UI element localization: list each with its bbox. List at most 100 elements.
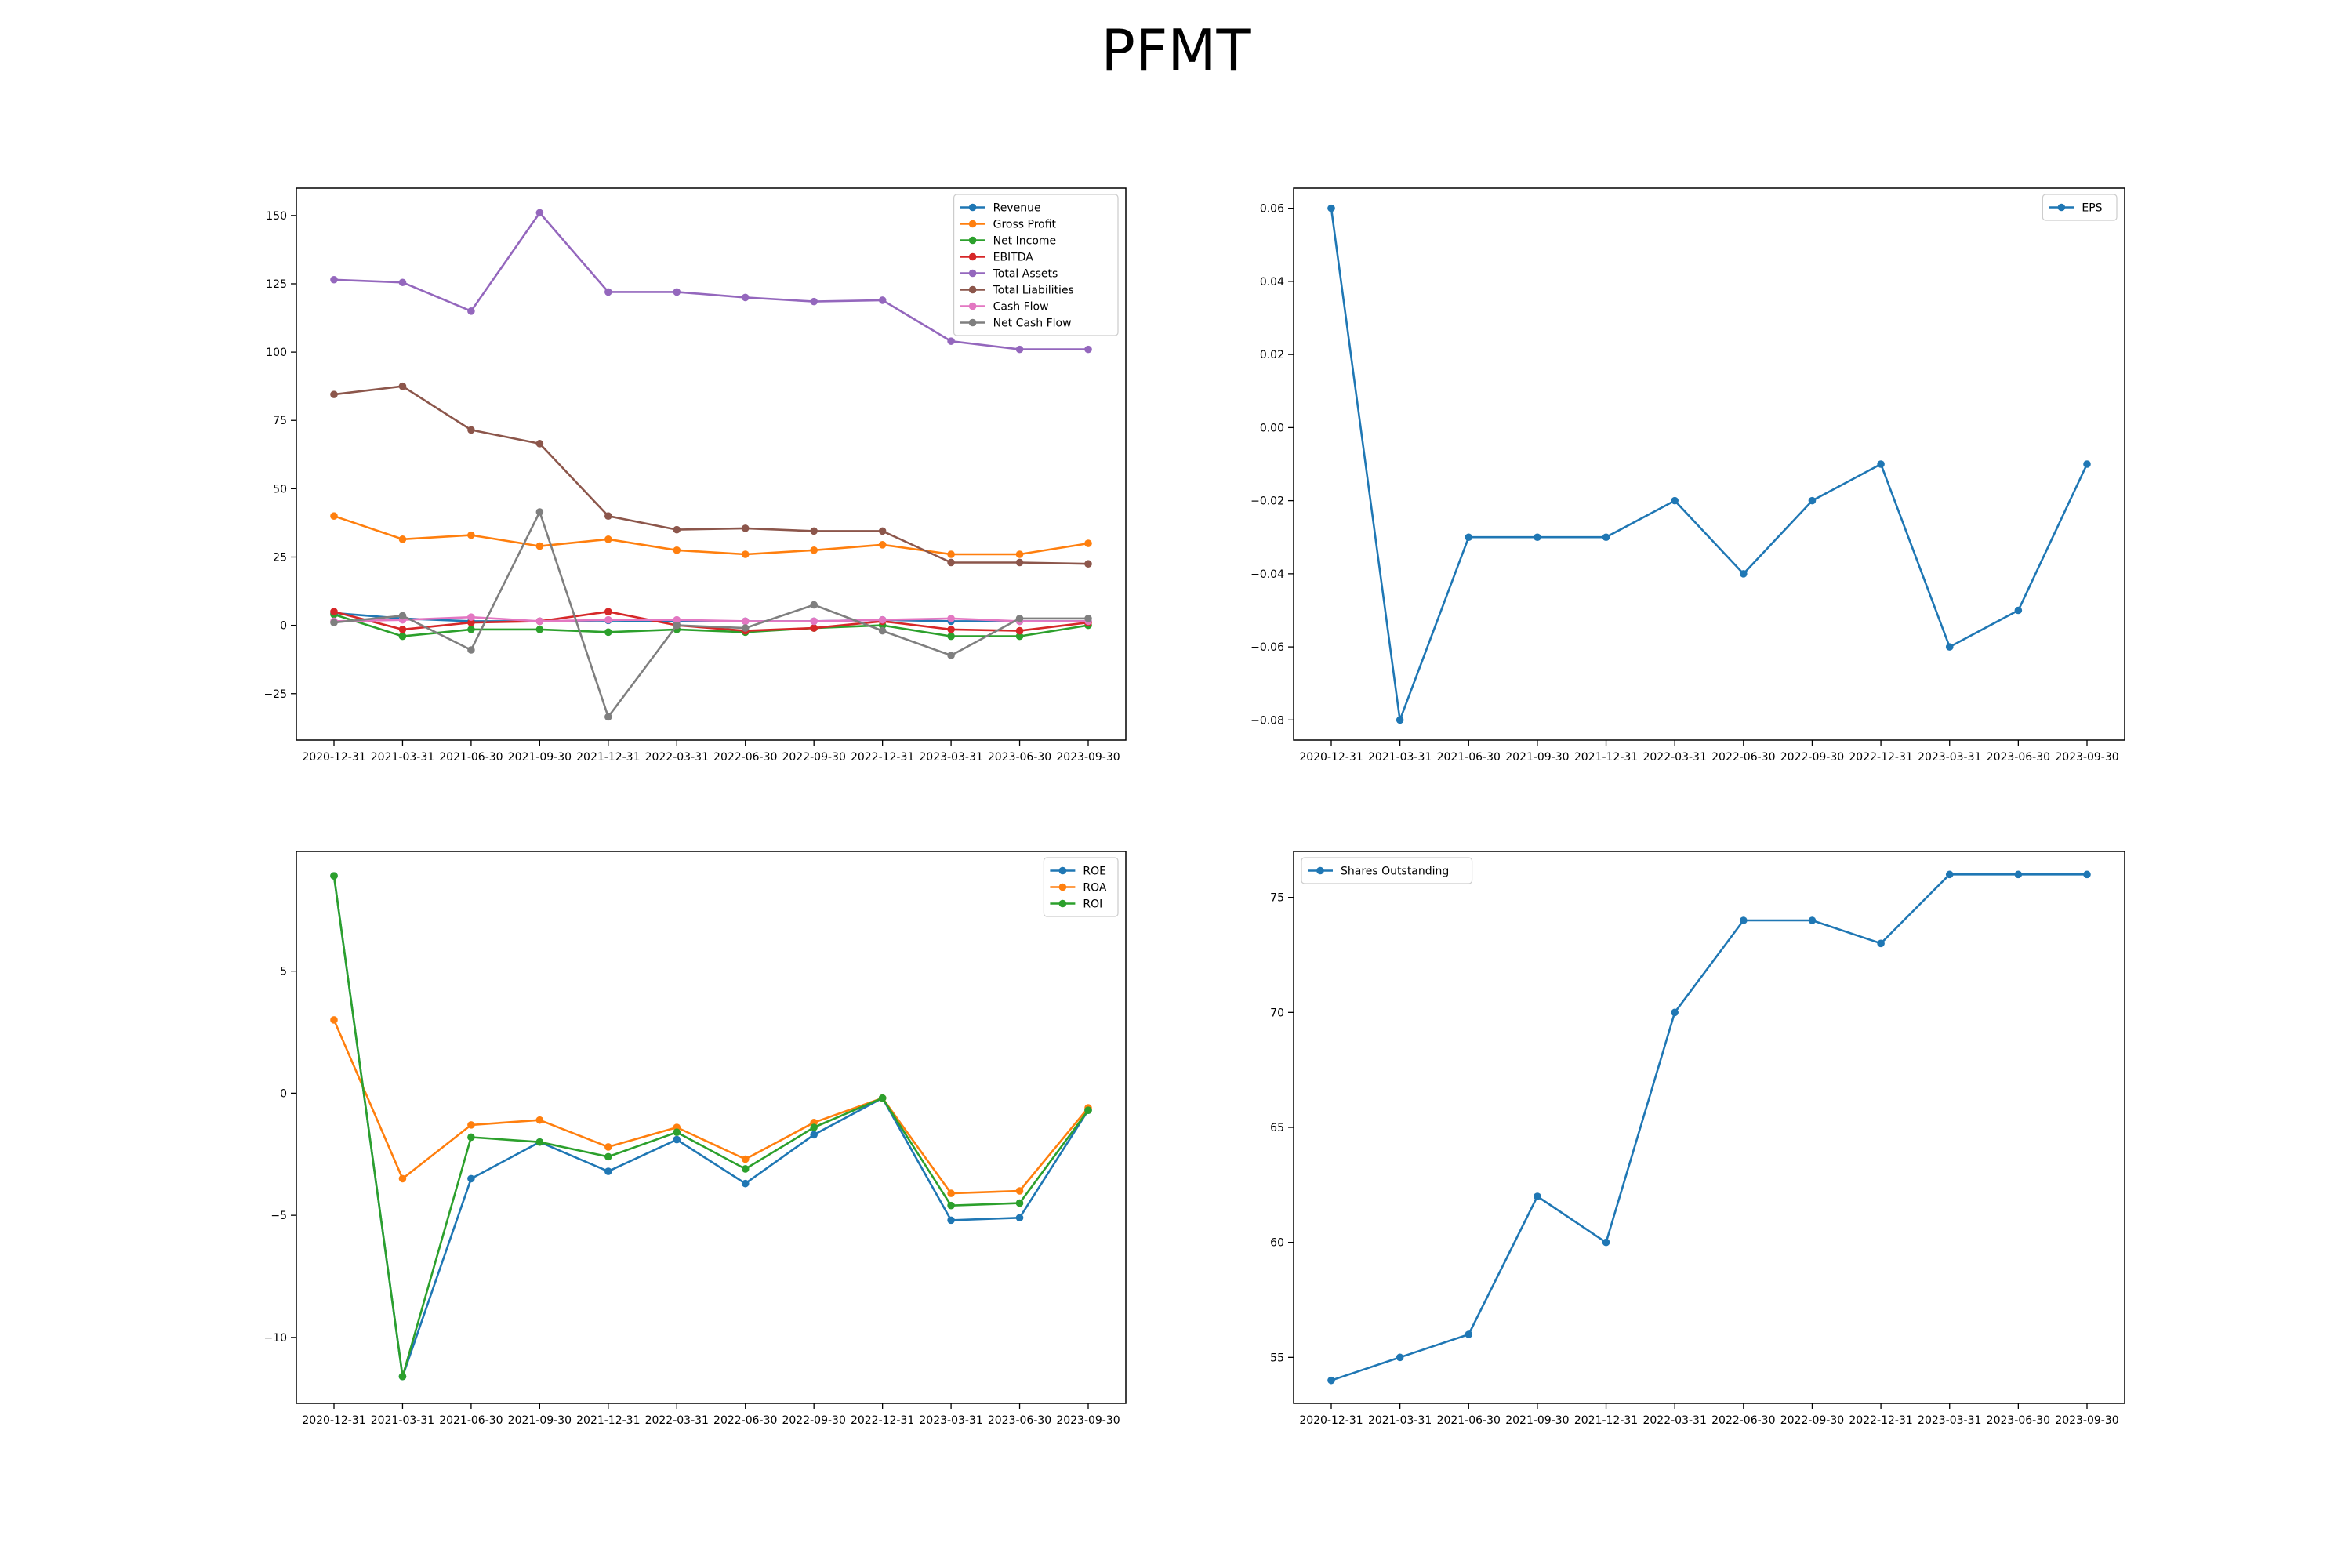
data-point-roe xyxy=(810,1131,818,1139)
data-point-total-liabilities xyxy=(673,525,681,534)
data-point-roe xyxy=(1015,1214,1024,1222)
data-point-eps xyxy=(1465,533,1473,542)
page-title: PFMT xyxy=(1101,17,1251,83)
y-tick-label: −10 xyxy=(263,1332,287,1345)
data-point-cash-flow xyxy=(604,615,612,624)
legend: ROE ROA ROI xyxy=(1043,857,1119,917)
x-tick-label: 2023-09-30 xyxy=(1056,751,1120,764)
x-tick-label: 2021-09-30 xyxy=(508,751,572,764)
series-line-eps xyxy=(1330,208,2089,721)
data-point-roi xyxy=(535,1138,544,1146)
legend-label-shares-outstanding: Shares Outstanding xyxy=(1341,866,1449,878)
data-point-shares-outstanding xyxy=(1327,1376,1335,1385)
series-line-ebitda xyxy=(333,610,1089,632)
data-point-net-cash-flow xyxy=(398,612,407,620)
eps-panel: −0.08 −0.06 −0.04 −0.02 0.00 0.02 0.04 0.06 2020… xyxy=(1250,187,2125,764)
x-tick-label: 2023-03-31 xyxy=(1918,1414,1981,1427)
y-tick-label: 55 xyxy=(1270,1352,1284,1364)
x-tick-label: 2021-03-31 xyxy=(1368,751,1432,764)
financials-panel: −25 0 25 50 75 100 125 150 2020-12-31 2021-03-31 2… xyxy=(263,187,1127,764)
x-tick-label: 2023-06-30 xyxy=(1987,751,2050,764)
legend-marker-gross-profit xyxy=(968,220,977,228)
data-point-total-liabilities xyxy=(467,426,475,434)
data-point-roa xyxy=(467,1121,475,1129)
x-tick-label: 2021-12-31 xyxy=(576,1414,640,1427)
x-tick-label: 2023-06-30 xyxy=(988,1414,1051,1427)
data-point-cash-flow xyxy=(878,615,887,624)
data-point-gross-profit xyxy=(1015,550,1024,558)
data-point-net-cash-flow xyxy=(810,601,818,609)
data-point-net-cash-flow xyxy=(535,508,544,516)
data-point-total-liabilities xyxy=(947,558,955,567)
x-tick-label: 2021-09-30 xyxy=(1505,1414,1569,1427)
data-point-shares-outstanding xyxy=(1465,1330,1473,1338)
data-point-roi xyxy=(947,1201,955,1210)
data-point-total-assets xyxy=(467,307,475,315)
data-point-total-assets xyxy=(604,288,612,296)
data-point-total-liabilities xyxy=(810,527,818,535)
x-tick-label: 2022-09-30 xyxy=(782,751,845,764)
y-tick-label: 0.02 xyxy=(1260,349,1284,361)
series-line-net-cash-flow xyxy=(333,510,1088,718)
data-point-net-cash-flow xyxy=(947,652,955,659)
legend-label-revenue: Revenue xyxy=(993,202,1041,215)
data-point-total-assets xyxy=(947,337,955,345)
legend-marker-roi xyxy=(1058,899,1067,908)
legend-label-cash-flow: Cash Flow xyxy=(993,301,1049,314)
legend-label-total-liabilities: Total Liabilities xyxy=(993,285,1074,297)
x-tick-label: 2021-03-31 xyxy=(371,1414,434,1427)
x-tick-label: 2022-06-30 xyxy=(713,751,777,764)
data-point-net-income xyxy=(467,626,475,633)
x-tick-label: 2021-12-31 xyxy=(1574,751,1638,764)
x-tick-label: 2021-06-30 xyxy=(1437,751,1501,764)
legend-label-roa: ROA xyxy=(1083,882,1107,895)
x-tick-label: 2022-03-31 xyxy=(1642,751,1706,764)
y-tick-label: 5 xyxy=(280,966,287,978)
y-tick-label: 75 xyxy=(1270,892,1284,905)
data-point-shares-outstanding xyxy=(1671,1008,1679,1017)
data-point-total-liabilities xyxy=(741,524,750,532)
data-point-total-assets xyxy=(330,275,338,284)
data-point-total-assets xyxy=(398,278,407,287)
data-point-net-income xyxy=(1015,632,1024,641)
legend-marker-shares-outstanding xyxy=(1316,866,1324,875)
data-point-roi xyxy=(398,1372,407,1381)
x-tick-label: 2022-03-31 xyxy=(1642,1414,1706,1427)
x-tick-label: 2021-03-31 xyxy=(1368,1414,1432,1427)
y-tick-label: 150 xyxy=(266,210,287,223)
data-point-ebitda xyxy=(467,619,475,626)
series-line-total-assets xyxy=(333,212,1088,350)
data-point-gross-profit xyxy=(1084,539,1092,547)
x-tick-label: 2021-06-30 xyxy=(439,1414,503,1427)
legend-marker-roe xyxy=(1058,866,1067,875)
data-point-roi xyxy=(673,1128,681,1137)
data-point-gross-profit xyxy=(467,531,475,539)
data-point-net-cash-flow xyxy=(878,626,887,635)
data-point-shares-outstanding xyxy=(2014,870,2023,879)
series-line-net-income xyxy=(333,613,1089,637)
data-point-net-cash-flow xyxy=(1084,615,1092,622)
x-tick-label: 2023-03-31 xyxy=(919,751,982,764)
data-point-cash-flow xyxy=(535,617,544,626)
data-point-roa xyxy=(535,1116,544,1124)
series-line-roe xyxy=(332,876,1090,1377)
legend-marker-net-income xyxy=(968,236,977,245)
data-point-total-liabilities xyxy=(535,440,544,448)
legend-marker-revenue xyxy=(968,203,977,212)
axes-frame xyxy=(296,187,1127,741)
legend-label-ebitda: EBITDA xyxy=(993,252,1034,264)
y-tick-label: 0.00 xyxy=(1260,422,1284,434)
data-point-shares-outstanding xyxy=(1808,916,1817,924)
data-point-eps xyxy=(1808,496,1817,505)
data-point-shares-outstanding xyxy=(1602,1238,1610,1247)
legend-marker-total-assets xyxy=(968,269,977,278)
x-tick-label: 2022-03-31 xyxy=(645,1414,709,1427)
data-point-roe xyxy=(673,1135,681,1144)
data-point-net-cash-flow xyxy=(1015,615,1024,622)
data-point-shares-outstanding xyxy=(1396,1353,1404,1362)
data-point-total-assets xyxy=(810,297,818,306)
returns-panel: −10 −5 0 5 2020-12-31 2021-03-31 2021-06-30 202… xyxy=(263,851,1127,1427)
x-tick-label: 2020-12-31 xyxy=(302,751,365,764)
data-point-cash-flow xyxy=(673,615,681,624)
data-point-total-assets xyxy=(673,288,681,296)
